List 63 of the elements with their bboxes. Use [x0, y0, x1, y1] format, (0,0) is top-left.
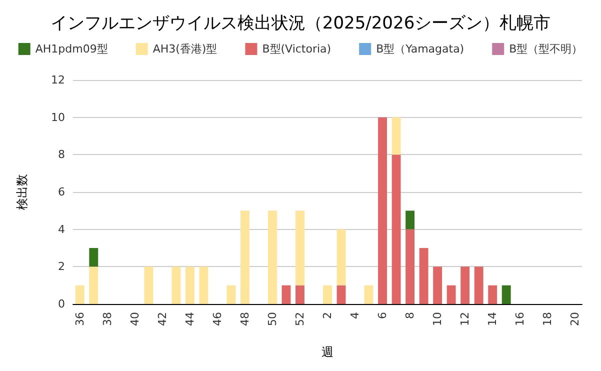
bar [336, 229, 346, 286]
bar [296, 285, 304, 304]
x-tick-label: 42 [156, 312, 169, 326]
bar [433, 266, 442, 304]
x-tick-label: 14 [486, 312, 500, 326]
bar [460, 266, 470, 304]
chart-title: インフルエンザウイルス検出状況（2025/2026シーズン）札幌市 [50, 14, 551, 34]
legend-label: B型（Yamagata) [376, 42, 464, 56]
y-tick-label: 8 [58, 148, 65, 162]
y-tick-label: 6 [58, 186, 65, 198]
y-tick-label: 0 [58, 298, 65, 310]
x-tick-label: 20 [568, 312, 582, 326]
x-tick-label: 12 [458, 312, 472, 326]
bar [185, 266, 194, 304]
legend-label: B型(Victoria) [262, 42, 332, 56]
x-tick-label: 4 [348, 312, 362, 319]
bar [364, 285, 374, 304]
x-tick-label: 8 [404, 312, 417, 319]
bar [419, 248, 428, 304]
bar [406, 210, 415, 230]
bar [392, 154, 401, 304]
bar [336, 285, 346, 304]
legend-label: AH3(香港)型 [152, 42, 218, 56]
bar [392, 117, 401, 155]
x-tick-label: 46 [210, 312, 224, 326]
bar [282, 285, 291, 304]
legend-label: AH1pdm09型 [35, 42, 108, 56]
legend-label: B型（型不明） [509, 42, 583, 56]
x-tick-label: 52 [293, 312, 306, 326]
x-tick-label: 44 [183, 312, 196, 326]
x-tick-label: 36 [73, 312, 86, 326]
bar [296, 210, 304, 286]
y-tick-label: 12 [51, 74, 65, 86]
y-tick-label: 10 [51, 110, 65, 124]
bar [240, 210, 250, 304]
x-tick-label: 16 [514, 312, 527, 326]
y-tick-label: 2 [58, 260, 65, 274]
bar [75, 285, 84, 304]
x-axis-title: 週 [322, 345, 334, 359]
bar [199, 266, 208, 304]
bar [268, 210, 277, 304]
bar [172, 266, 181, 304]
x-tick-label: 50 [266, 312, 279, 326]
x-tick-label: 2 [321, 312, 334, 319]
bar [378, 117, 387, 304]
x-tick-label: 6 [376, 312, 390, 319]
y-axis-title: 検出数 [15, 174, 29, 210]
bar [89, 248, 98, 267]
bar [406, 229, 415, 304]
bar [226, 285, 236, 304]
bar [446, 285, 456, 304]
bar [89, 266, 98, 304]
y-tick-label: 4 [58, 222, 65, 236]
x-tick-label: 48 [238, 312, 252, 326]
bar [502, 285, 511, 304]
bar [474, 266, 484, 304]
bar [144, 266, 154, 304]
bar [488, 285, 498, 304]
x-tick-label: 18 [541, 312, 554, 326]
x-tick-label: 40 [128, 312, 142, 326]
bar [323, 285, 332, 304]
x-tick-label: 38 [100, 312, 114, 326]
x-tick-label: 10 [431, 312, 444, 326]
